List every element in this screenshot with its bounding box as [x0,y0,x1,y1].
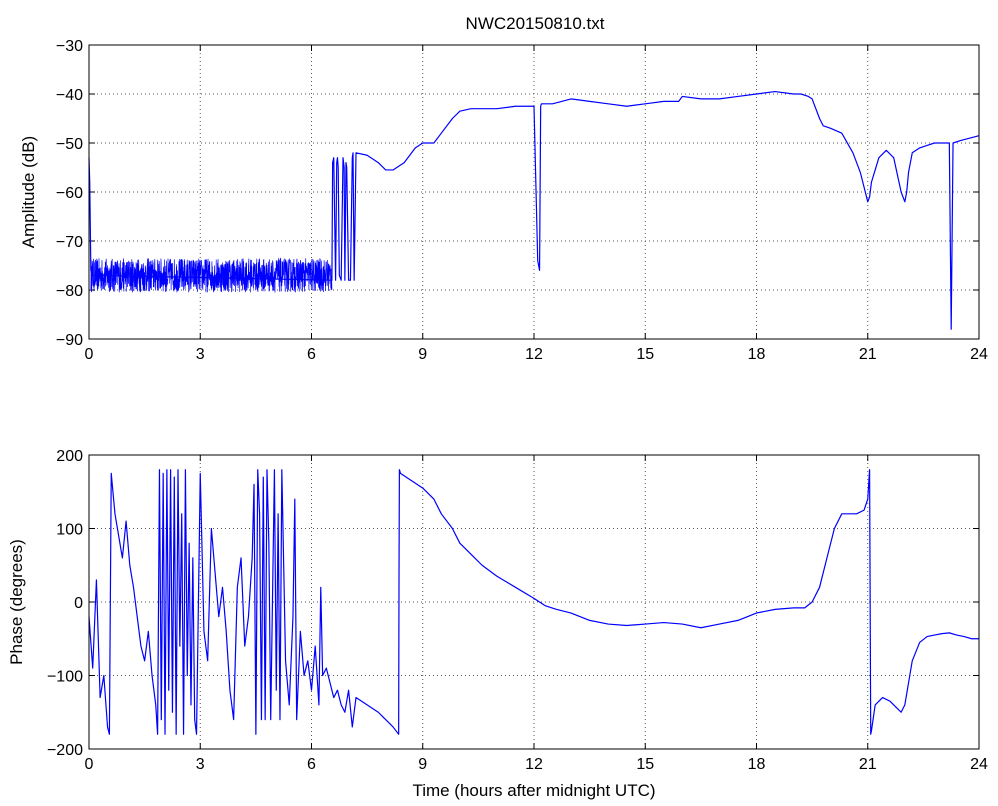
phase-x-tick-label: 24 [970,756,988,773]
amplitude-x-tick-label: 6 [307,346,316,363]
phase-x-tick-labels: 0 3 6 9 12 15 18 21 24 [85,756,988,773]
amplitude-panel: 0 3 6 9 12 15 18 21 24 −90 −80 −70 −60 −50 −40 −30 Amp… [19,38,988,363]
figure-title: NWC20150810.txt [466,14,605,33]
amplitude-y-tick-label: −80 [56,283,83,300]
amplitude-x-tick-labels: 0 3 6 9 12 15 18 21 24 [85,346,988,363]
phase-x-tick-label: 0 [85,756,94,773]
amplitude-x-tick-label: 9 [418,346,427,363]
amplitude-y-axis-label: Amplitude (dB) [19,136,38,248]
phase-x-tick-label: 18 [748,756,766,773]
amplitude-x-tick-label: 0 [85,346,94,363]
phase-y-tick-labels: −200 −100 0 100 200 [47,448,83,759]
amplitude-axes-box [88,44,980,340]
phase-y-tick-label: 0 [74,595,83,612]
amplitude-grid [89,45,979,339]
amplitude-x-tick-label: 18 [748,346,766,363]
phase-y-tick-label: 200 [56,448,83,465]
amplitude-series-line [88,90,980,330]
phase-y-tick-label: −200 [47,742,83,759]
phase-x-axis-label: Time (hours after midnight UTC) [412,781,655,800]
amplitude-y-tick-label: −90 [56,332,83,349]
phase-x-tick-label: 6 [307,756,316,773]
amplitude-x-tick-label: 24 [970,346,988,363]
phase-y-tick-label: −100 [47,669,83,686]
phase-series [88,469,979,735]
amplitude-x-tick-label: 3 [196,346,205,363]
phase-y-tick-label: 100 [56,522,83,539]
amplitude-x-tick-label: 21 [859,346,877,363]
phase-y-axis-label: Phase (degrees) [7,539,26,665]
amplitude-y-tick-label: −40 [56,87,83,104]
phase-x-tick-label: 3 [196,756,205,773]
amplitude-y-tick-label: −70 [56,234,83,251]
phase-series-line [88,469,979,735]
amplitude-x-tick-label: 12 [525,346,543,363]
amplitude-x-tick-label: 15 [636,346,654,363]
phase-x-tick-label: 21 [859,756,877,773]
amplitude-y-tick-labels: −90 −80 −70 −60 −50 −40 −30 [56,38,83,349]
amplitude-y-tick-label: −30 [56,38,83,55]
phase-panel: 0 3 6 9 12 15 18 21 24 −200 −100 0 100 200 Phase (de… [7,448,988,800]
amplitude-y-tick-label: −50 [56,136,83,153]
phase-x-tick-label: 9 [418,756,427,773]
phase-axes-box [88,454,980,750]
amplitude-y-tick-label: −60 [56,185,83,202]
phase-x-tick-label: 15 [636,756,654,773]
amplitude-series [88,90,980,330]
phase-x-tick-label: 12 [525,756,543,773]
